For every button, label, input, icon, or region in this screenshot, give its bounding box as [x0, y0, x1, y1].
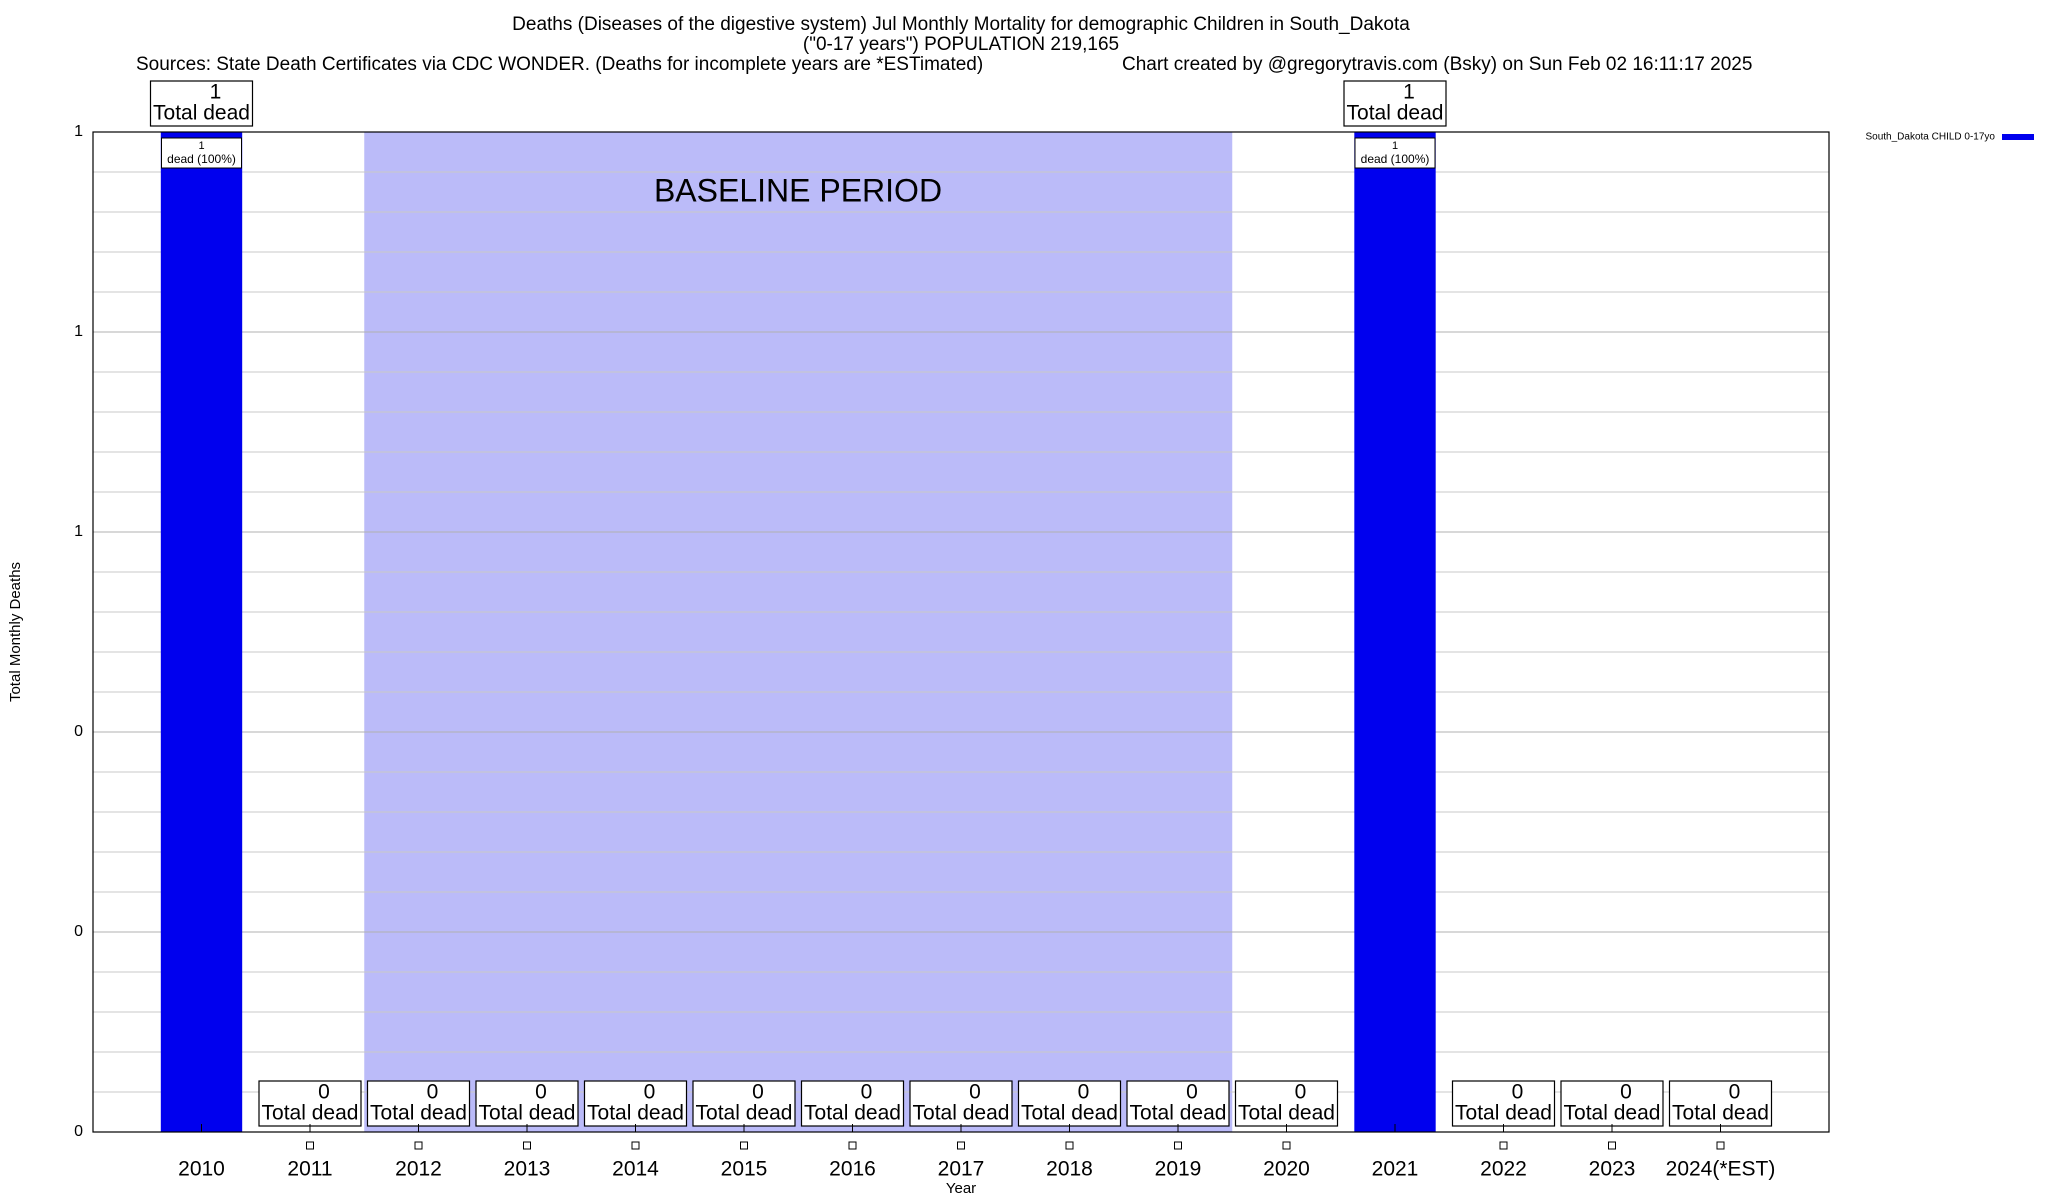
total-label: Total dead [1455, 1102, 1552, 1125]
total-box [1126, 1080, 1230, 1127]
total-value: 0 [861, 1081, 873, 1104]
total-value: 0 [644, 1081, 656, 1104]
x-tick-label: 2017 [938, 1158, 985, 1181]
total-label: Total dead [804, 1102, 901, 1125]
x-axis-label: Year [946, 1180, 976, 1197]
bar [1716, 1141, 1725, 1150]
total-label: Total dead [696, 1102, 793, 1125]
total-box [692, 1080, 796, 1127]
total-box [149, 80, 254, 127]
x-tick-label: 2020 [1263, 1158, 1310, 1181]
total-box [1017, 1080, 1122, 1127]
total-label: Total dead [1672, 1102, 1769, 1125]
x-tick-label: 2013 [504, 1158, 551, 1181]
share-box [1354, 137, 1436, 169]
total-box [800, 1080, 905, 1127]
legend-swatch [2002, 134, 2034, 140]
total-label: Total dead [153, 102, 250, 125]
y-tick-label: 0 [74, 1123, 83, 1140]
total-value: 0 [1512, 1081, 1524, 1104]
total-value: 0 [318, 1081, 330, 1104]
total-value: 1 [210, 81, 222, 104]
share-value: 1 [1392, 140, 1398, 152]
share-label: dead (100%) [1361, 152, 1430, 166]
x-tick-label: 2019 [1155, 1158, 1202, 1181]
x-tick-label: 2018 [1046, 1158, 1093, 1181]
total-label: Total dead [1130, 1102, 1227, 1125]
bar [160, 132, 243, 1132]
total-box [909, 1080, 1013, 1127]
total-value: 0 [1186, 1081, 1198, 1104]
bar [740, 1141, 748, 1150]
total-box [366, 1080, 471, 1127]
bar [848, 1141, 857, 1150]
credit: Chart created by @gregorytravis.com (Bsk… [1122, 54, 1752, 75]
total-box [1560, 1080, 1664, 1127]
x-tick-label: 2024(*EST) [1666, 1158, 1776, 1181]
total-value: 0 [1729, 1081, 1741, 1104]
bar [306, 1141, 314, 1150]
bar [1354, 132, 1436, 1132]
x-tick-label: 2012 [395, 1158, 442, 1181]
x-tick-label: 2015 [721, 1158, 768, 1181]
y-tick-label: 1 [74, 523, 83, 540]
total-label: Total dead [1347, 102, 1444, 125]
total-label: Total dead [1564, 1102, 1661, 1125]
y-tick-label: 0 [74, 923, 83, 940]
x-tick-label: 2011 [287, 1158, 332, 1181]
baseline-region [364, 132, 1233, 1132]
chart-subtitle: ("0-17 years") POPULATION 219,165 [803, 34, 1119, 55]
bar [414, 1141, 423, 1150]
total-box [258, 1080, 362, 1127]
share-label: dead (100%) [167, 152, 236, 166]
y-axis-label: Total Monthly Deaths [7, 562, 24, 702]
total-label: Total dead [479, 1102, 576, 1125]
bar [523, 1141, 531, 1150]
total-value: 0 [427, 1081, 439, 1104]
total-value: 0 [752, 1081, 764, 1104]
total-value: 0 [1620, 1081, 1632, 1104]
baseline-label: BASELINE PERIOD [654, 172, 942, 208]
bar [1065, 1141, 1074, 1150]
legend-label: South_Dakota CHILD 0-17yo [1865, 132, 1995, 143]
x-tick-label: 2022 [1480, 1158, 1527, 1181]
bar [1608, 1141, 1616, 1150]
total-label: Total dead [262, 1102, 359, 1125]
total-value: 0 [1295, 1081, 1307, 1104]
share-value: 1 [198, 140, 204, 152]
x-tick-label: 2010 [178, 1158, 225, 1181]
bar [1174, 1141, 1182, 1150]
bar [631, 1141, 640, 1150]
bar [1499, 1141, 1508, 1150]
total-label: Total dead [1238, 1102, 1335, 1125]
total-label: Total dead [1021, 1102, 1118, 1125]
y-tick-label: 1 [74, 123, 83, 140]
bar [1282, 1141, 1291, 1150]
total-box [475, 1080, 579, 1127]
total-value: 1 [1403, 81, 1415, 104]
total-box [1668, 1080, 1773, 1127]
total-value: 0 [535, 1081, 547, 1104]
sources: Sources: State Death Certificates via CD… [136, 54, 983, 75]
total-box [1343, 80, 1447, 127]
total-box [1234, 1080, 1339, 1127]
total-label: Total dead [913, 1102, 1010, 1125]
share-box [161, 137, 242, 169]
x-tick-label: 2023 [1589, 1158, 1636, 1181]
x-tick-label: 2016 [829, 1158, 876, 1181]
x-tick-label: 2021 [1372, 1158, 1419, 1181]
y-tick-label: 0 [74, 723, 83, 740]
total-value: 0 [969, 1081, 981, 1104]
chart-title: Deaths (Diseases of the digestive system… [512, 14, 1410, 35]
total-value: 0 [1078, 1081, 1090, 1104]
x-tick-label: 2014 [612, 1158, 659, 1181]
total-label: Total dead [370, 1102, 467, 1125]
y-tick-label: 1 [74, 323, 83, 340]
total-label: Total dead [587, 1102, 684, 1125]
bar [957, 1141, 965, 1150]
